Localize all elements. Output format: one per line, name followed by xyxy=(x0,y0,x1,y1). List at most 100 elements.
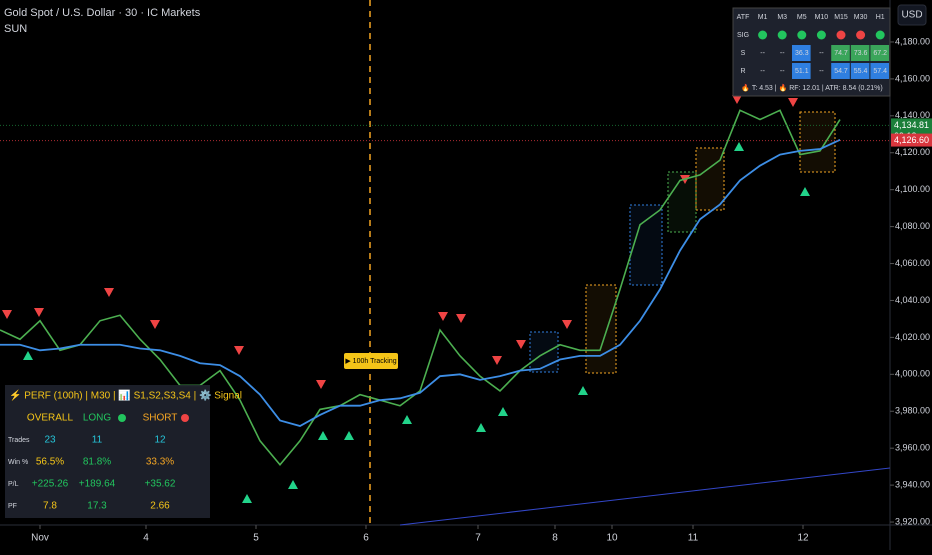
perf-column: LONG xyxy=(83,413,112,424)
perf-column: OVERALL xyxy=(27,413,74,424)
y-tick-label: 4,080.00 xyxy=(895,221,930,231)
perf-dot xyxy=(181,414,189,422)
zone xyxy=(667,171,697,233)
trend-line xyxy=(399,467,891,526)
mtf-cell-text: 36.3 xyxy=(795,50,809,57)
mtf-cell xyxy=(831,45,850,61)
perf-row-label: PF xyxy=(8,503,17,510)
signal-dot xyxy=(816,30,826,40)
perf-dot xyxy=(118,414,126,422)
mtf-cell-text: -- xyxy=(819,50,824,57)
mtf-header: M30 xyxy=(854,14,868,21)
zone xyxy=(629,204,663,286)
currency[interactable]: USD xyxy=(901,10,922,21)
mtf-cell xyxy=(850,63,870,79)
y-tick-label: 4,060.00 xyxy=(895,258,930,268)
signal-dot xyxy=(836,30,846,40)
zones xyxy=(529,111,836,374)
perf-row-label: Trades xyxy=(8,437,30,444)
x-tick-label: 8 xyxy=(552,533,558,544)
perf-cell: 12 xyxy=(154,435,166,446)
perf-cell: 11 xyxy=(92,435,103,446)
mtf-row-label: R xyxy=(740,68,745,75)
mtf-cell-text: -- xyxy=(780,50,785,57)
y-tick-label: 4,040.00 xyxy=(895,295,930,305)
perf-cell: 2.66 xyxy=(150,501,170,512)
zone xyxy=(529,331,559,373)
perf-row-label: Win % xyxy=(8,459,28,466)
x-tick-label: 10 xyxy=(606,533,618,544)
y-tick-label: 3,960.00 xyxy=(895,443,930,453)
series-line xyxy=(0,139,841,427)
y-tick-label: 3,980.00 xyxy=(895,406,930,416)
y-tick-label: 4,100.00 xyxy=(895,184,930,194)
mtf-header: H1 xyxy=(876,14,885,21)
annotation: ▶ 100h Tracking xyxy=(345,358,396,365)
perf-cell: 81.8% xyxy=(83,457,111,468)
y-tick-label: 4,180.00 xyxy=(895,36,930,46)
signal-dot xyxy=(758,30,768,40)
perf-cell: 56.5% xyxy=(36,457,64,468)
x-tick-label: 12 xyxy=(797,533,809,544)
perf-row-label: P/L xyxy=(8,481,19,488)
mtf-cell xyxy=(850,45,870,61)
y-tick-label: 4,000.00 xyxy=(895,369,930,379)
price-label-box xyxy=(891,133,932,147)
mtf-cell-text: 54.7 xyxy=(834,68,848,75)
mtf-cell xyxy=(792,45,811,61)
annotation-box xyxy=(344,353,398,369)
perf-cell: 23 xyxy=(44,435,56,446)
y-tick-label: 4,020.00 xyxy=(895,332,930,342)
indicator-name: SUN xyxy=(4,23,27,35)
currency-button[interactable] xyxy=(897,4,927,26)
mtf-cell-text: -- xyxy=(760,68,765,75)
zone xyxy=(585,284,617,374)
x-tick-label: 11 xyxy=(688,533,699,544)
y-tick-label: 3,940.00 xyxy=(895,479,930,489)
mtf-row-label: S xyxy=(741,50,746,57)
mtf-cell-text: 55.4 xyxy=(854,68,868,75)
mtf-cell-text: 74.7 xyxy=(834,50,848,57)
price-label: 4,134.81 xyxy=(894,120,929,130)
y-tick-label: 4,140.00 xyxy=(895,110,930,120)
signal-dot xyxy=(797,30,807,40)
perf-cell: +189.64 xyxy=(79,479,116,490)
mtf-footer: 🔥 T: 4.53 | 🔥 RF: 12.01 | ATR: 8.54 (0.2… xyxy=(741,83,882,92)
mtf-cell xyxy=(870,45,889,61)
signal-dot xyxy=(875,30,885,40)
perf-cell: 33.3% xyxy=(146,457,174,468)
mtf-row-label: SIG xyxy=(737,32,749,39)
perf-title: ⚡ PERF (100h) | M30 | 📊 S1,S2,S3,S4 | ⚙️… xyxy=(9,389,242,402)
mtf-cell xyxy=(831,63,850,79)
mtf-cell-text: -- xyxy=(760,50,765,57)
mtf-cell-text: 57.4 xyxy=(873,68,887,75)
y-tick-label: 3,920.00 xyxy=(895,516,930,526)
mtf-header: M3 xyxy=(777,14,787,21)
perf-cell: +225.26 xyxy=(32,479,69,490)
mtf-cell-text: 67.2 xyxy=(873,50,887,57)
y-tick-label: 4,120.00 xyxy=(895,147,930,157)
x-tick-label: 6 xyxy=(363,533,369,544)
y-tick-label: 4,160.00 xyxy=(895,73,930,83)
x-tick-label: Nov xyxy=(31,533,49,544)
perf-column: SHORT xyxy=(143,413,178,424)
mtf-cell-text: 73.6 xyxy=(854,50,868,57)
mtf-cell-text: -- xyxy=(780,68,785,75)
mtf-header: M5 xyxy=(797,14,807,21)
mtf-header: ATF xyxy=(737,14,750,21)
series-line xyxy=(0,109,841,467)
mtf-cell xyxy=(792,63,811,79)
mtf-cell-text: 51.1 xyxy=(795,68,809,75)
x-tick-label: 7 xyxy=(475,533,481,544)
zone xyxy=(799,111,836,173)
signal-dot xyxy=(856,30,866,40)
mtf-header: M1 xyxy=(758,14,768,21)
perf-cell: 7.8 xyxy=(43,501,57,512)
zone xyxy=(695,147,725,211)
perf-table xyxy=(5,385,210,518)
mtf-cell xyxy=(870,63,889,79)
mtf-header: M10 xyxy=(815,14,829,21)
price-label: 4,126.60 xyxy=(894,135,929,145)
perf-cell: +35.62 xyxy=(145,479,176,490)
